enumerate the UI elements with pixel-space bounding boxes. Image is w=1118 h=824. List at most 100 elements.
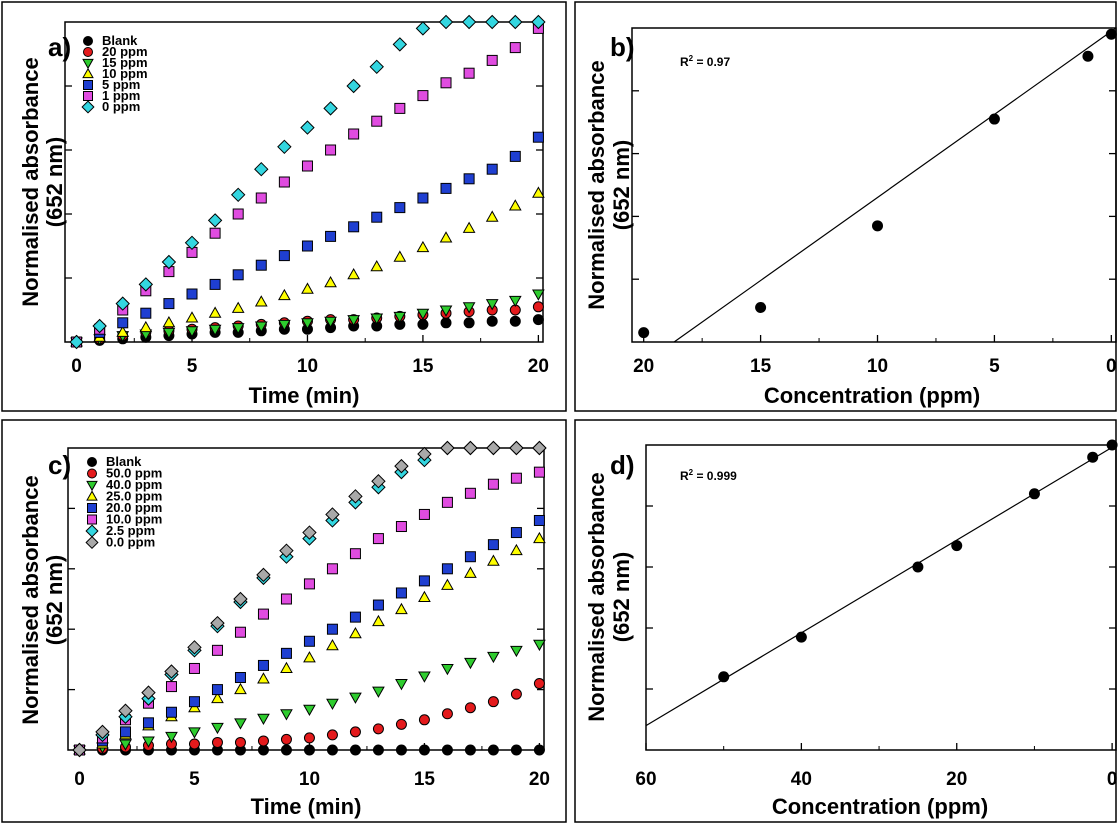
panel-c-point [487,539,499,551]
panel-a-xtick-label: 5 [187,356,198,377]
panel-c-point [533,466,545,478]
panel-d-r2-r: R [680,469,689,483]
panel-c-point [188,662,200,674]
panel-b-point [1082,50,1094,62]
panel-a-series-3 [70,186,545,347]
panel-a-point [324,316,337,328]
panel-c-point [164,664,179,679]
panel-a-point [485,299,499,311]
panel-c-xlabel: Time (min) [251,794,362,819]
panel-a-point [230,187,246,203]
panel-c-point [533,531,546,544]
panel-a-point [301,160,313,172]
panel-c-point [234,718,247,730]
panel-c-point [349,548,361,560]
panel-a-point [348,221,360,233]
panel-c-xtick-label: 20 [529,769,550,790]
panel-c-point [303,651,316,663]
panel-c-point [487,478,499,490]
panel-d-r2-annotation: R2 = 0.999 [680,468,737,483]
panel-a-legend-label: 20 ppm [102,44,148,59]
panel-c-legend-marker [86,490,98,501]
panel-c-legend-marker [87,514,97,525]
panel-d-xlabel: Concentration (ppm) [772,794,988,819]
panel-a-point [255,259,267,271]
panel-c-point [487,651,500,664]
panel-a-point [394,202,406,214]
panel-c-legend-marker [85,524,99,538]
panel-c-point [510,645,523,658]
panel-a-point [208,306,222,318]
panel-c-point [234,682,247,695]
panel-a-point [346,78,361,94]
panel-d-point [1106,439,1118,451]
panel-a-point [484,14,500,30]
panel-b-r2-r: R [680,55,689,69]
panel-a-point [255,192,267,204]
panel-a-legend-label: 10 ppm [102,66,148,81]
panel-a-point [347,268,361,280]
panel-a-point [186,288,198,300]
panel-a-point [509,42,521,54]
panel-c-point [464,702,476,714]
panel-a-point [254,295,268,307]
panel-a-legend-marker [83,80,93,90]
panel-a-point [161,254,177,270]
panel-b: b) Normalised absorbance (652 nm) Concen… [574,1,1117,412]
panel-a-point [185,326,199,338]
panel-a-point [486,315,498,327]
panel-a-point [301,240,313,252]
panel-c-point [418,590,431,602]
panel-c-point [371,474,386,489]
panel-a-point [138,277,154,292]
panel-a-point [162,327,176,340]
panel-a-legend-marker [81,100,95,114]
panel-c-legend-label: 25.0 ppm [106,489,162,504]
panel-c-legend-label: 2.5 ppm [106,523,155,538]
panel-c-point [280,709,293,721]
panel-c-point [119,726,131,738]
panel-a-legend-marker [83,47,93,57]
panel-c-legend-marker [87,468,97,479]
panel-c-point [95,724,110,740]
panel-c-point [348,489,363,504]
panel-c-point [119,739,132,751]
panel-a-point [254,321,268,333]
panel-c-point [349,692,362,704]
panel-c-point [211,722,224,735]
panel-c-point [349,611,361,623]
panel-b-frame [574,1,1117,412]
panel-a-point [116,325,130,337]
panel-c-point [256,567,271,583]
panel-a-point [417,318,429,330]
panel-a-point [277,139,292,155]
panel-a-point [163,298,175,310]
panel-a-point [392,37,408,52]
panel-a-point [439,305,453,317]
panel-c-point [187,640,202,655]
panel-c-point [418,508,430,520]
panel-a: a) Normalised absorbance (652 nm) Time (… [1,1,567,412]
panel-a-point [508,295,522,308]
panel-c-point [441,496,453,508]
panel-c-point [303,732,315,744]
panel-c-point [509,440,524,456]
panel-c-point [533,514,545,526]
panel-a-point [323,101,338,116]
panel-c-point [280,647,292,659]
panel-c-point [487,554,500,566]
panel-c-series-2 [73,639,546,757]
panel-a-point [438,14,454,30]
panel-c-point [441,663,454,676]
panel-a-point [278,319,291,332]
panel-c-point [349,726,361,738]
panel-a-point [531,14,546,30]
panel-c-point [464,487,476,499]
panel-a-point [278,250,290,262]
panel-b-point [872,220,884,232]
panel-c-legend-label: 0.0 ppm [106,535,155,550]
panel-a-point [254,161,269,177]
panel-a-point [463,317,475,329]
panel-c-point [464,566,477,578]
